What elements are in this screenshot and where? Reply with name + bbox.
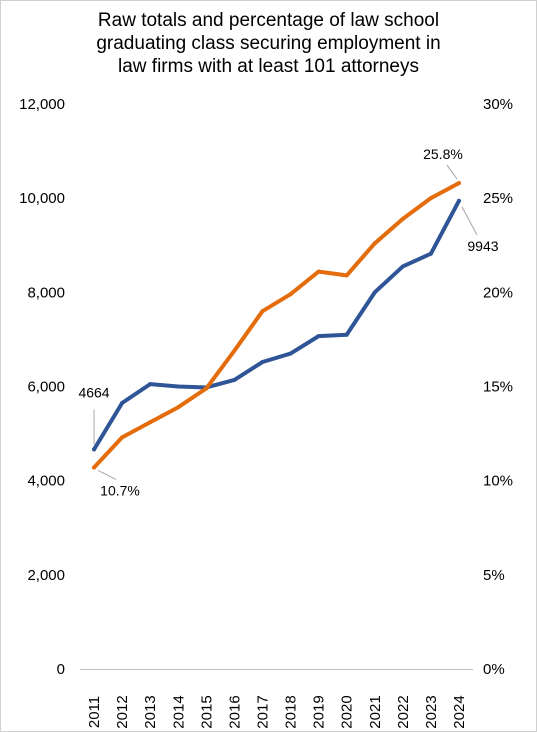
series-2-point: [400, 216, 405, 221]
series-1-point: [428, 251, 433, 256]
chart-title: Raw totals and percentage of law school …: [40, 9, 497, 78]
y-right-tick-label: 30%: [483, 96, 513, 113]
series-1-point: [316, 334, 321, 339]
series-2-point: [92, 465, 97, 470]
series-1-point: [120, 400, 125, 405]
data-label: 10.7%: [100, 482, 140, 498]
series-1-point: [92, 447, 97, 452]
series-line-1: [92, 198, 461, 452]
y-left-tick-label: 8,000: [27, 284, 65, 301]
series-1-point: [344, 332, 349, 337]
y-left-tick-label: 10,000: [19, 190, 65, 207]
y-right-tick-label: 20%: [483, 284, 513, 301]
series-2-point: [456, 181, 461, 186]
y-left-tick-label: 0: [57, 661, 65, 678]
series-1-point: [176, 384, 181, 389]
chart-title-line-1: Raw totals and percentage of law school: [97, 10, 440, 31]
series-1-point: [232, 377, 237, 382]
x-tick-label: 2022: [395, 695, 412, 728]
y-right-tick-label: 25%: [483, 190, 513, 207]
annotation-leader-line: [446, 164, 458, 180]
series-2-point: [176, 405, 181, 410]
y-left-tick-label: 12,000: [19, 96, 65, 113]
series-line-2: [92, 181, 461, 470]
series-2-point: [288, 292, 293, 297]
y-left-tick-label: 6,000: [27, 379, 65, 396]
series-1-point: [288, 351, 293, 356]
x-tick-label: 2011: [86, 696, 103, 728]
annotation-leader-line: [97, 470, 117, 480]
series-2-point: [232, 348, 237, 353]
x-tick-label: 2024: [451, 695, 468, 728]
series-2-point: [120, 435, 125, 440]
series-2-point: [372, 241, 377, 246]
series-2-point: [344, 273, 349, 278]
y-right-tick-label: 15%: [483, 379, 513, 396]
series-1-point: [372, 290, 377, 295]
series-2-point: [148, 420, 153, 425]
x-tick-label: 2020: [339, 695, 356, 728]
series-1-point: [400, 264, 405, 269]
y-right-tick-label: 5%: [483, 567, 505, 584]
x-tick-label: 2015: [198, 695, 215, 728]
data-label: 25.8%: [423, 146, 463, 162]
series-1-point: [260, 360, 265, 365]
chart-title-line-3: law firms with at least 101 attorneys: [118, 56, 419, 77]
data-label: 4664: [78, 384, 109, 400]
series-1-point: [456, 198, 461, 203]
x-tick-label: 2018: [283, 695, 300, 728]
y-right-tick-label: 10%: [483, 473, 513, 490]
series-1-point: [148, 382, 153, 387]
series-2-point: [204, 386, 209, 391]
y-left-tick-label: 4,000: [27, 473, 65, 490]
x-tick-label: 2021: [367, 695, 384, 728]
annotation-leader-line: [461, 206, 478, 236]
series-2-point: [260, 309, 265, 314]
data-label: 9943: [467, 238, 498, 254]
y-right-tick-label: 0%: [483, 661, 505, 678]
x-tick-label: 2017: [254, 695, 271, 728]
chart-title-line-2: graduating class securing employment in: [96, 33, 441, 54]
x-tick-label: 2023: [423, 695, 440, 728]
series-2-point: [428, 196, 433, 201]
x-tick-label: 2014: [170, 695, 187, 728]
x-tick-label: 2016: [226, 695, 243, 728]
x-tick-label: 2019: [311, 695, 328, 728]
y-left-tick-label: 2,000: [27, 567, 65, 584]
x-tick-label: 2013: [142, 695, 159, 728]
series-2-point: [316, 269, 321, 274]
x-tick-label: 2012: [114, 695, 131, 728]
